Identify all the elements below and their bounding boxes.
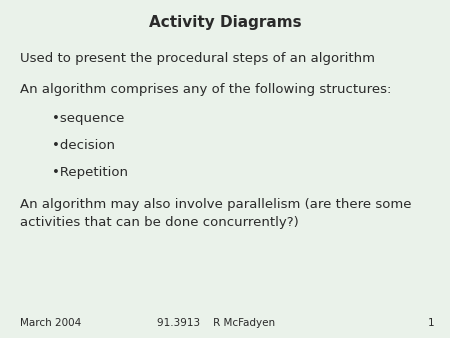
Text: 1: 1 [428,318,434,328]
Text: 91.3913    R McFadyen: 91.3913 R McFadyen [157,318,275,328]
Text: March 2004: March 2004 [20,318,81,328]
Text: Activity Diagrams: Activity Diagrams [148,15,302,30]
Text: Used to present the procedural steps of an algorithm: Used to present the procedural steps of … [20,52,375,65]
Text: •decision: •decision [52,139,115,151]
Text: An algorithm comprises any of the following structures:: An algorithm comprises any of the follow… [20,83,392,96]
Text: •sequence: •sequence [52,112,124,124]
Text: An algorithm may also involve parallelism (are there some
activities that can be: An algorithm may also involve parallelis… [20,198,412,229]
Text: •Repetition: •Repetition [52,166,128,178]
